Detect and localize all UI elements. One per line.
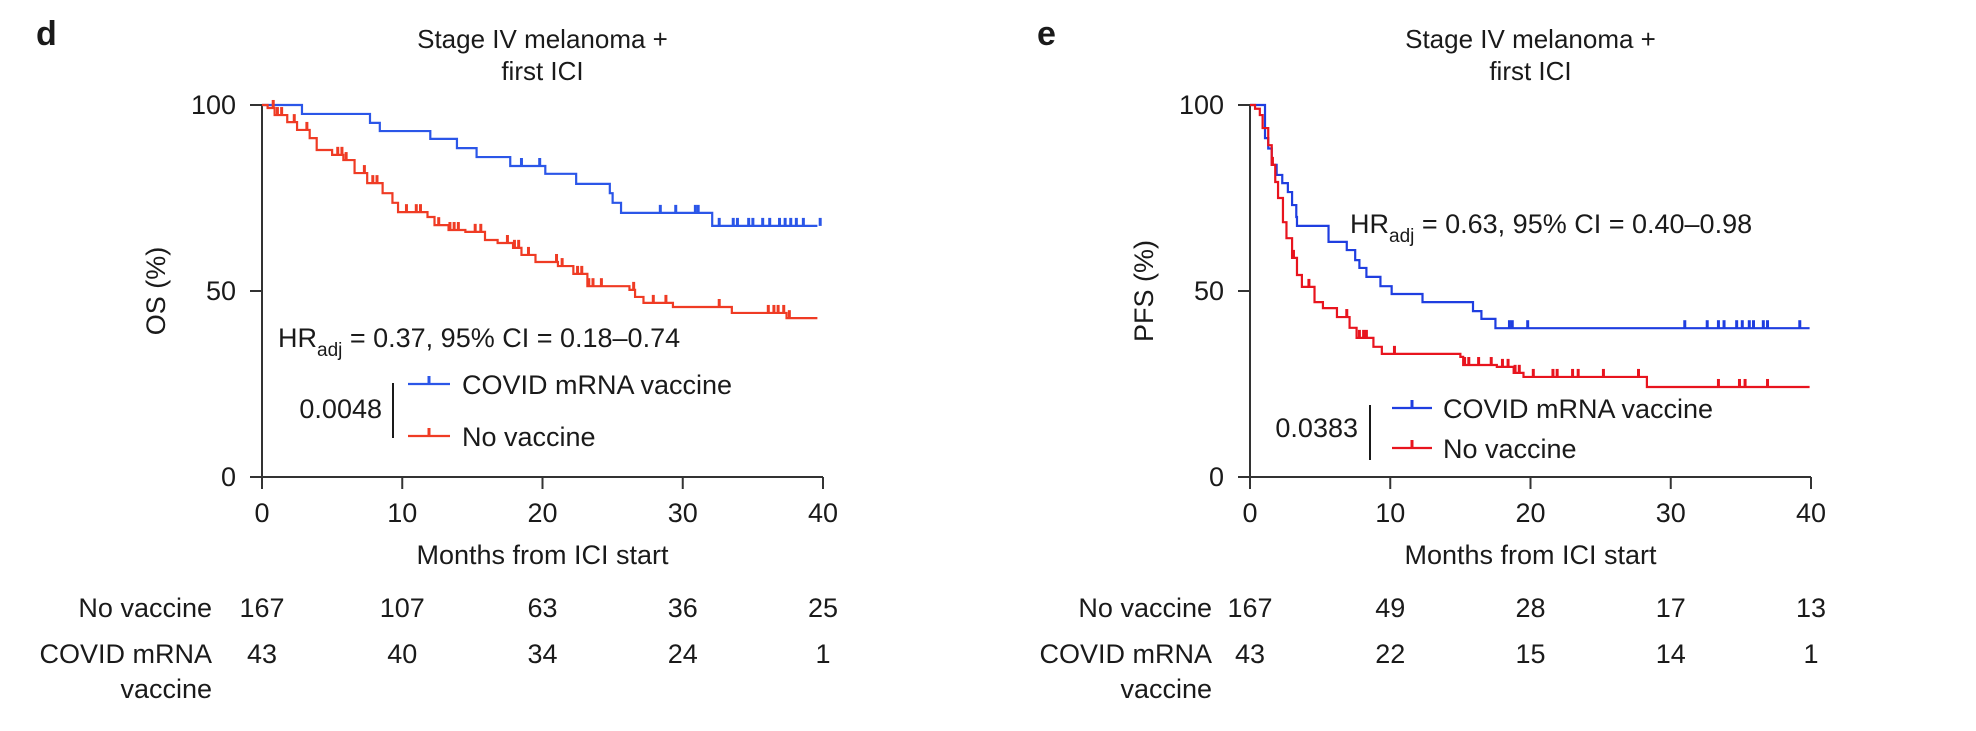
x-tick-label: 20 xyxy=(527,498,557,528)
x-tick-label: 10 xyxy=(1375,498,1405,528)
x-tick-label: 10 xyxy=(387,498,417,528)
at-risk-value: 17 xyxy=(1656,593,1686,623)
hr-prefix: HR xyxy=(1350,209,1389,239)
hr-prefix: HR xyxy=(278,323,317,353)
x-axis-label: Months from ICI start xyxy=(416,540,669,570)
at-risk-value: 49 xyxy=(1375,593,1405,623)
x-tick-label: 0 xyxy=(254,498,269,528)
at-risk-value: 1 xyxy=(1803,639,1818,669)
at-risk-row-label: COVID mRNA xyxy=(1039,639,1212,669)
at-risk-value: 63 xyxy=(527,593,557,623)
at-risk-value: 24 xyxy=(668,639,698,669)
legend-label: No vaccine xyxy=(462,422,596,452)
y-tick-label: 0 xyxy=(1209,462,1224,492)
y-tick-label: 100 xyxy=(191,90,236,120)
chart-title: Stage IV melanoma + xyxy=(1405,24,1656,54)
y-tick-label: 50 xyxy=(1194,276,1224,306)
x-tick-label: 0 xyxy=(1242,498,1257,528)
y-tick-label: 0 xyxy=(221,462,236,492)
at-risk-row-label: vaccine xyxy=(1120,674,1212,704)
y-tick-label: 50 xyxy=(206,276,236,306)
chart-title: Stage IV melanoma + xyxy=(417,24,668,54)
at-risk-row-label: vaccine xyxy=(120,674,212,704)
at-risk-row-label: COVID mRNA xyxy=(39,639,212,669)
x-tick-label: 30 xyxy=(1656,498,1686,528)
x-axis-label: Months from ICI start xyxy=(1404,540,1657,570)
at-risk-value: 167 xyxy=(1227,593,1272,623)
panel-letter: e xyxy=(1037,15,1056,53)
at-risk-value: 22 xyxy=(1375,639,1405,669)
at-risk-value: 13 xyxy=(1796,593,1826,623)
at-risk-value: 43 xyxy=(247,639,277,669)
x-tick-label: 20 xyxy=(1515,498,1545,528)
panel-e: e Stage IV melanoma +first ICI 0 50 100 0 10 20… xyxy=(1037,15,1826,704)
km-curve-no-vaccine xyxy=(1250,103,1810,389)
at-risk-value: 107 xyxy=(380,593,425,623)
hr-value: = 0.37, 95% CI = 0.18–0.74 xyxy=(342,323,680,353)
hazard-ratio-annotation: HRadj = 0.63, 95% CI = 0.40–0.98 xyxy=(1350,209,1752,247)
p-value: 0.0383 xyxy=(1275,413,1358,443)
at-risk-value: 28 xyxy=(1515,593,1545,623)
at-risk-row-label: No vaccine xyxy=(1078,593,1212,623)
at-risk-row-label: No vaccine xyxy=(78,593,212,623)
km-curve-vaccine xyxy=(262,103,818,227)
x-tick-label: 40 xyxy=(808,498,838,528)
at-risk-value: 25 xyxy=(808,593,838,623)
hr-subscript: adj xyxy=(1389,226,1414,247)
legend-label: COVID mRNA vaccine xyxy=(1443,394,1713,424)
at-risk-value: 167 xyxy=(239,593,284,623)
chart-title: first ICI xyxy=(1489,56,1571,86)
legend-label: No vaccine xyxy=(1443,434,1577,464)
y-axis-label: PFS (%) xyxy=(1129,240,1159,342)
panel-letter: d xyxy=(36,15,57,53)
at-risk-value: 36 xyxy=(668,593,698,623)
y-axis-label: OS (%) xyxy=(141,247,171,336)
at-risk-value: 15 xyxy=(1515,639,1545,669)
at-risk-value: 14 xyxy=(1656,639,1686,669)
at-risk-value: 34 xyxy=(527,639,557,669)
km-curve-no-vaccine xyxy=(262,103,818,320)
p-value: 0.0048 xyxy=(299,394,382,424)
panel-d: d Stage IV melanoma +first ICI 0 50 100 0 10 20… xyxy=(36,15,838,704)
at-risk-value: 1 xyxy=(815,639,830,669)
chart-title: first ICI xyxy=(501,56,583,86)
x-tick-label: 30 xyxy=(668,498,698,528)
x-tick-label: 40 xyxy=(1796,498,1826,528)
at-risk-value: 40 xyxy=(387,639,417,669)
hr-value: = 0.63, 95% CI = 0.40–0.98 xyxy=(1414,209,1752,239)
at-risk-value: 43 xyxy=(1235,639,1265,669)
y-tick-label: 100 xyxy=(1179,90,1224,120)
hr-subscript: adj xyxy=(317,340,342,361)
hazard-ratio-annotation: HRadj = 0.37, 95% CI = 0.18–0.74 xyxy=(278,323,680,361)
legend-label: COVID mRNA vaccine xyxy=(462,370,732,400)
